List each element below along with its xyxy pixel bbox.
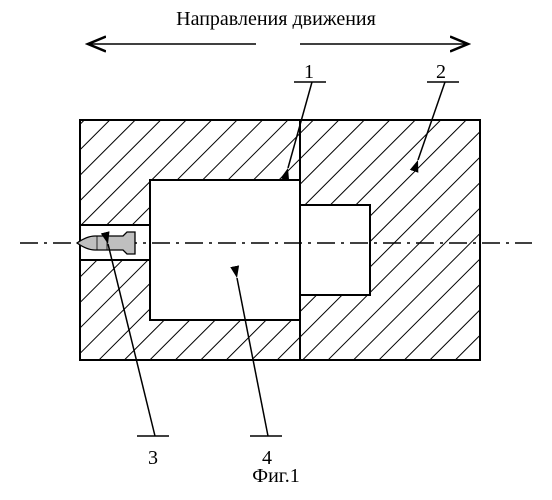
figure-canvas: Направления движения: [0, 0, 552, 500]
label-1: 1: [304, 61, 314, 83]
projectile-icon: [77, 232, 135, 254]
figure-svg: 1 2 3 4: [0, 0, 552, 500]
title: Направления движения: [0, 8, 552, 31]
hatched-section: [76, 116, 484, 364]
figure-caption: Фиг.1: [0, 465, 552, 488]
label-2: 2: [436, 61, 446, 83]
